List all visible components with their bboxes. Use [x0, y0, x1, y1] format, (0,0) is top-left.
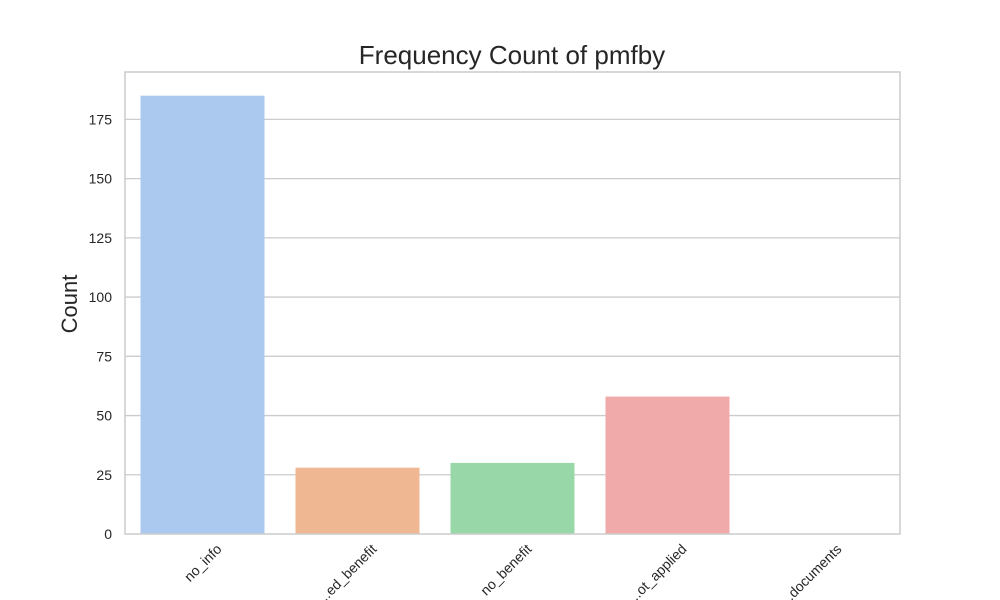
x-tick-label: no_benefit: [477, 541, 535, 599]
x-tick-label: ...documents: [777, 541, 845, 600]
y-tick-label: 100: [89, 289, 113, 305]
y-tick-label: 175: [89, 111, 113, 127]
bar-3: [605, 396, 730, 534]
chart-title: Frequency Count of pmfby: [359, 40, 665, 70]
y-axis-label: Count: [57, 275, 82, 334]
y-tick-labels: 0 25 50 75 100 125 150 175: [89, 111, 113, 542]
bar-0: [140, 95, 265, 534]
y-tick-label: 125: [89, 230, 113, 246]
y-tick-label: 25: [96, 467, 112, 483]
x-tick-label: no_info: [181, 541, 225, 585]
bar-2: [450, 462, 575, 534]
bars: [140, 95, 730, 534]
y-tick-label: 150: [89, 171, 113, 187]
y-tick-label: 50: [96, 408, 112, 424]
x-tick-label: ...ot_applied: [624, 541, 689, 600]
y-tick-label: 75: [96, 348, 112, 364]
bar-1: [295, 467, 420, 534]
y-tick-label: 0: [104, 526, 112, 542]
plot-frame: [124, 71, 901, 535]
x-tick-label: ...ed_benefit: [314, 541, 380, 600]
x-tick-labels: no_info ...ed_benefit no_benefit ...ot_appl…: [181, 541, 845, 600]
